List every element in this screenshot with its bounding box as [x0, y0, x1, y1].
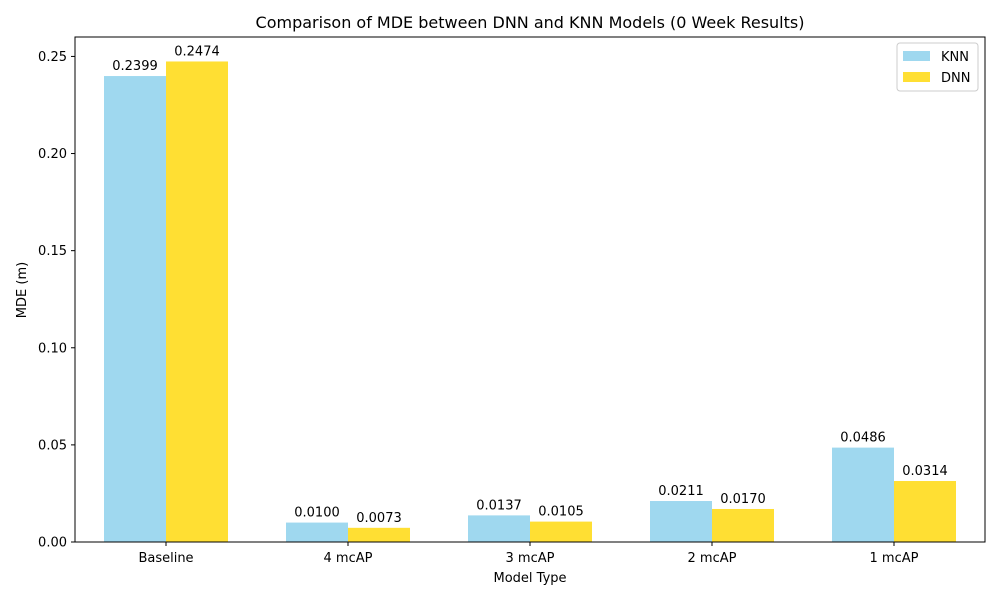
y-tick-label: 0.20 [38, 147, 67, 162]
y-tick-label: 0.15 [38, 244, 67, 259]
bar-dnn-4 [894, 481, 956, 542]
data-label-dnn-2: 0.0105 [538, 505, 584, 520]
x-tick-label: 4 mcAP [324, 551, 373, 566]
bar-knn-1 [286, 522, 348, 542]
bar-dnn-3 [712, 508, 774, 542]
x-axis-label: Model Type [493, 571, 566, 586]
data-label-dnn-4: 0.0314 [902, 464, 948, 479]
legend-swatch-dnn [903, 72, 930, 82]
data-label-knn-4: 0.0486 [840, 431, 886, 446]
bar-knn-4 [832, 447, 894, 542]
x-tick-label: Baseline [138, 551, 193, 566]
y-tick-label: 0.10 [38, 341, 67, 356]
y-tick-label: 0.25 [38, 50, 67, 65]
x-tick-label: 1 mcAP [870, 551, 919, 566]
bar-dnn-1 [348, 527, 410, 542]
data-label-dnn-3: 0.0170 [720, 492, 766, 507]
plot-area: 0.2399 0.0100 0.0137 0.0211 0.0486 0.2474 0.00… [74, 36, 986, 543]
data-label-knn-1: 0.0100 [294, 506, 340, 521]
y-axis-label: MDE (m) [15, 262, 30, 318]
legend-swatch-knn [903, 51, 930, 61]
bar-knn-2 [468, 515, 530, 542]
chart-title: Comparison of MDE between DNN and KNN Mo… [256, 13, 805, 32]
data-label-dnn-0: 0.2474 [174, 44, 220, 59]
bar-dnn-2 [530, 521, 592, 542]
data-label-knn-2: 0.0137 [476, 498, 522, 513]
bar-knn-0 [104, 76, 166, 543]
legend-label-knn: KNN [941, 50, 969, 65]
y-axis: 0.00 0.05 0.10 0.15 0.20 0.25 [38, 50, 75, 551]
y-tick-label: 0.00 [38, 536, 67, 551]
x-axis: Baseline 4 mcAP 3 mcAP 2 mcAP 1 mcAP [138, 542, 919, 566]
bar-dnn-0 [166, 61, 228, 542]
bar-knn-3 [650, 501, 712, 542]
x-tick-label: 2 mcAP [688, 551, 737, 566]
data-label-knn-3: 0.0211 [658, 484, 704, 499]
legend: KNN DNN [896, 42, 979, 92]
data-label-dnn-1: 0.0073 [356, 511, 402, 526]
data-label-knn-0: 0.2399 [112, 59, 158, 74]
legend-label-dnn: DNN [941, 71, 970, 86]
x-tick-label: 3 mcAP [506, 551, 555, 566]
y-tick-label: 0.05 [38, 438, 67, 453]
